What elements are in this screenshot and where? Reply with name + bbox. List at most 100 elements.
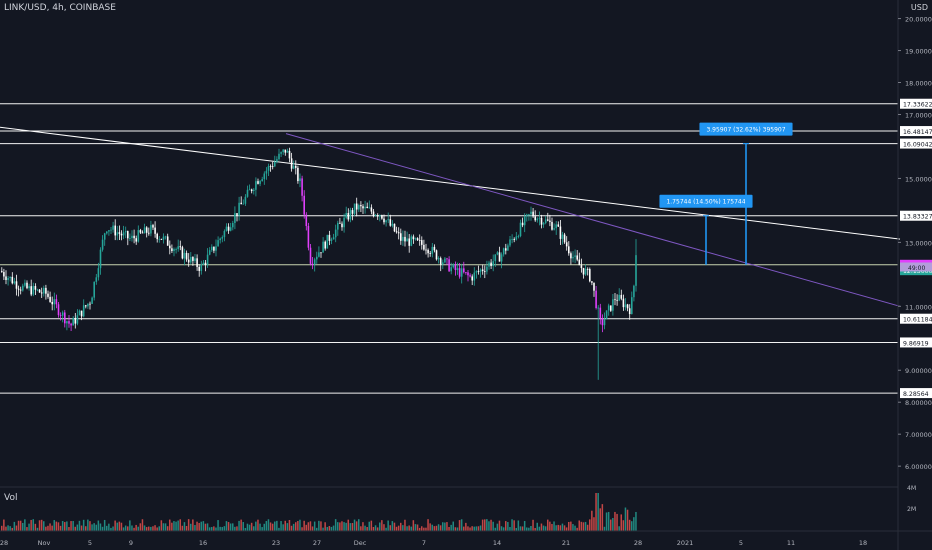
candle (169, 240, 171, 255)
candle (563, 232, 566, 244)
candle (450, 262, 452, 275)
volume-bar (334, 519, 337, 531)
volume-bar (523, 520, 526, 531)
volume-bar (355, 521, 358, 531)
candle (9, 276, 11, 282)
volume-bar (368, 521, 370, 531)
candle (171, 244, 173, 253)
time-tick-label: 11 (787, 539, 795, 547)
volume-bar (519, 526, 522, 531)
measure-bar (705, 215, 707, 265)
candle (628, 304, 631, 320)
candle (187, 253, 190, 267)
candle (164, 235, 167, 240)
candle-body (395, 231, 398, 233)
time-axis: 28 Nov 5 9 16 23 27 Dec 7 14 21 28 2021 5 11 18 (0, 539, 867, 547)
candle (507, 243, 509, 251)
candle-body (494, 254, 497, 262)
candle (305, 212, 308, 231)
candle-body (250, 189, 253, 192)
candle-body (106, 231, 108, 234)
volume-bar (76, 524, 79, 531)
candle-body (519, 222, 522, 237)
volume-bar (299, 519, 301, 531)
candle (72, 316, 74, 326)
volume-bar (74, 526, 76, 531)
volume-bar (133, 527, 135, 531)
candle (99, 247, 102, 275)
candle (309, 244, 312, 266)
volume-bar (297, 521, 299, 531)
candle (49, 291, 51, 303)
candle-body (523, 216, 526, 226)
candle-body (200, 264, 203, 271)
volume-bar (572, 524, 574, 531)
candle (439, 256, 442, 272)
volume-bar (511, 519, 513, 531)
candle (549, 214, 551, 227)
volume-bar (452, 521, 454, 531)
measure-label: 3.95907 (32.62%) 395907 (706, 127, 785, 134)
candle-body (133, 235, 135, 239)
candle-body (429, 253, 431, 254)
price-tick-label: 7.00000 (905, 431, 932, 439)
level-label: 17.33622 (903, 102, 932, 109)
candle (263, 171, 266, 185)
volume-bar (341, 521, 343, 531)
candle (395, 226, 398, 234)
volume-bar (238, 520, 240, 531)
volume-bar (131, 525, 133, 531)
volume-bar (460, 519, 463, 531)
candle (601, 314, 604, 333)
volume-bar (242, 522, 244, 531)
volume-bar (320, 521, 322, 531)
candle-body (526, 214, 528, 217)
candle (326, 234, 329, 249)
candle-body (412, 236, 415, 240)
candle (576, 250, 578, 262)
candle-body (166, 236, 169, 246)
candle-body (143, 227, 146, 234)
candle-body (114, 225, 116, 236)
volume-bar (481, 519, 484, 531)
candle (410, 234, 413, 247)
candle-body (40, 292, 43, 294)
candle (561, 231, 564, 245)
candle (78, 309, 81, 316)
candle-body (9, 276, 11, 278)
candle (393, 223, 396, 233)
candle-body (311, 263, 314, 265)
time-tick-label: 5 (88, 539, 92, 547)
volume-bar (530, 525, 532, 531)
candle (248, 184, 251, 191)
price-tick-label: 19.0000 (905, 48, 932, 56)
volume-bar (605, 512, 608, 531)
volume-bar (311, 526, 314, 531)
volume-bar (223, 526, 226, 531)
candle-body (51, 301, 53, 305)
candle-body (473, 272, 476, 281)
volume-bar (610, 519, 612, 531)
volume-bar (507, 522, 509, 531)
volume-bar (458, 520, 461, 531)
candle (469, 273, 471, 278)
volume-bar (217, 520, 219, 531)
candle (574, 249, 576, 264)
candle (145, 226, 148, 238)
candle (55, 294, 58, 309)
candle (374, 213, 377, 217)
candle (64, 309, 66, 328)
volume-bar (492, 521, 494, 531)
volume-bar (635, 511, 637, 531)
candle (400, 228, 402, 245)
candle-body (66, 321, 68, 324)
candle (603, 312, 606, 330)
candle-body (145, 227, 148, 233)
candle-body (164, 236, 167, 238)
candle-body (190, 257, 192, 263)
candle (13, 277, 16, 285)
candle (267, 163, 270, 176)
volume-bar (221, 527, 223, 531)
